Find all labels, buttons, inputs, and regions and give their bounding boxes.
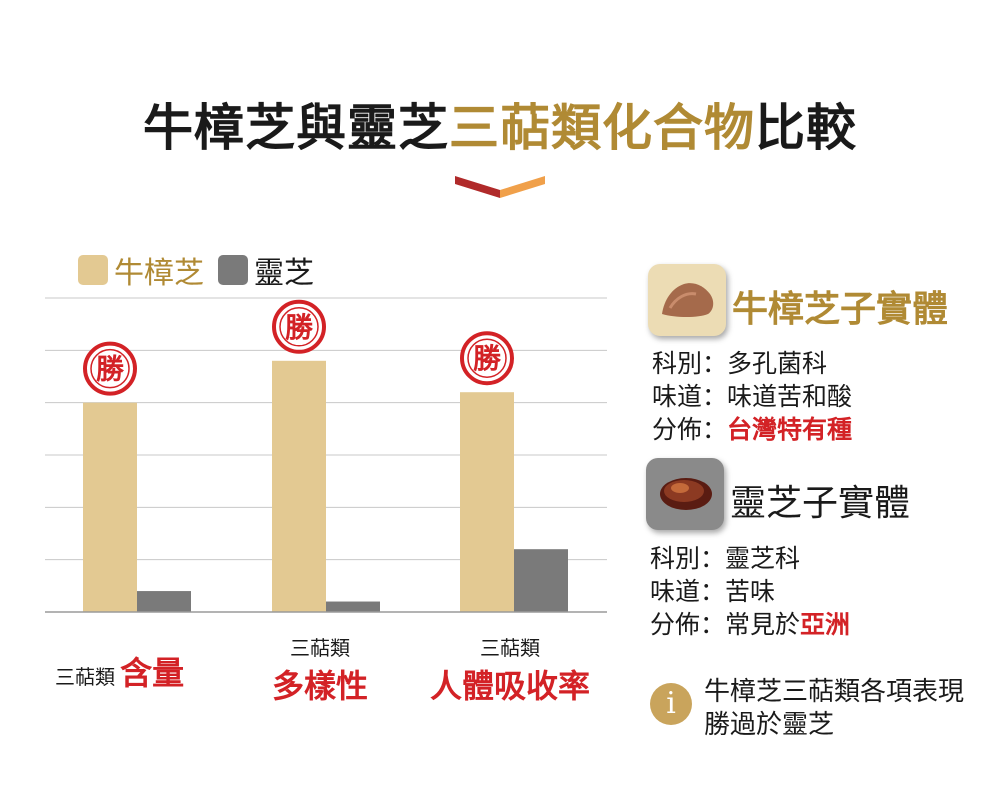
info-row-taste: 味道：味道苦和酸: [652, 380, 852, 413]
category-label-diversity: 三萜類 多樣性: [245, 632, 395, 707]
category-label-small: 三萜類: [55, 665, 115, 689]
bar-niuzhang-0: [83, 402, 137, 612]
bar-niuzhang-1: [272, 360, 326, 612]
summary-note: 牛樟芝三萜類各項表現 勝過於靈芝: [704, 676, 964, 742]
legend-label-lingzhi: 靈芝: [254, 256, 314, 291]
legend-swatch-lingzhi: [218, 255, 248, 285]
win-badge-text: 勝: [96, 353, 125, 386]
info-value: 台灣特有種: [727, 415, 853, 444]
summary-note-line2: 勝過於靈芝: [704, 710, 835, 740]
info-key: 分佈：: [650, 610, 726, 639]
bar-lingzhi-1: [326, 601, 380, 612]
legend-swatch-niuzhang: [78, 255, 108, 285]
category-label-small: 三萜類: [480, 636, 540, 660]
info-value: 多孔菌科: [727, 349, 828, 378]
card-info-niuzhang: 科別：多孔菌科 味道：味道苦和酸 分佈：台灣特有種: [652, 347, 852, 446]
title-prefix: 牛樟芝與靈芝: [143, 99, 449, 157]
info-row-distribution: 分佈：常見於亞洲: [650, 608, 850, 641]
info-icon: i: [650, 683, 692, 725]
category-label-content: 三萜類 含量: [55, 648, 184, 694]
summary-note-line1: 牛樟芝三萜類各項表現: [704, 677, 965, 707]
win-badge-text: 勝: [285, 311, 314, 344]
chart-legend: 牛樟芝 靈芝: [78, 248, 328, 292]
info-value: 常見於: [725, 610, 801, 639]
win-badge-text: 勝: [473, 342, 502, 375]
win-badge: 勝: [272, 299, 326, 354]
legend-item-lingzhi: 靈芝: [218, 248, 314, 292]
category-label-big: 人體吸收率: [429, 667, 590, 705]
legend-item-niuzhang: 牛樟芝: [78, 248, 204, 292]
bar-lingzhi-0: [137, 591, 191, 612]
chevron-down-icon: [455, 176, 545, 198]
info-value: 味道苦和酸: [727, 382, 853, 411]
category-label-big: 含量: [120, 654, 185, 692]
lingzhi-mushroom-icon: [646, 458, 724, 530]
card-info-lingzhi: 科別：靈芝科 味道：苦味 分佈：常見於亞洲: [650, 542, 850, 641]
bar-lingzhi-2: [514, 549, 568, 612]
card-title-lingzhi: 靈芝子實體: [730, 483, 911, 524]
info-value: 苦味: [725, 577, 776, 606]
info-row-distribution: 分佈：台灣特有種: [652, 413, 852, 446]
info-key: 分佈：: [652, 415, 728, 444]
info-row-taste: 味道：苦味: [650, 575, 850, 608]
category-label-small: 三萜類: [290, 636, 350, 660]
title-highlight: 三萜類化合物: [449, 99, 755, 157]
page-title: 牛樟芝與靈芝三萜類化合物比較: [0, 88, 1000, 160]
info-value-highlight: 亞洲: [800, 610, 851, 639]
bar-chart: 勝勝勝: [45, 297, 607, 613]
info-key: 科別：: [650, 544, 726, 573]
info-key: 味道：: [650, 577, 726, 606]
info-row-family: 科別：多孔菌科: [652, 347, 852, 380]
title-suffix: 比較: [755, 99, 857, 157]
category-label-big: 多樣性: [271, 667, 368, 705]
category-label-absorption: 三萜類 人體吸收率: [410, 632, 610, 707]
bar-niuzhang-2: [460, 392, 514, 612]
info-key: 味道：: [652, 382, 728, 411]
card-title-niuzhang: 牛樟芝子實體: [732, 289, 949, 330]
win-badge: 勝: [83, 341, 137, 396]
info-value: 靈芝科: [725, 544, 801, 573]
niuzhang-mushroom-icon: [648, 264, 726, 336]
info-key: 科別：: [652, 349, 728, 378]
legend-label-niuzhang: 牛樟芝: [114, 256, 204, 291]
win-badge: 勝: [460, 331, 514, 386]
info-row-family: 科別：靈芝科: [650, 542, 850, 575]
